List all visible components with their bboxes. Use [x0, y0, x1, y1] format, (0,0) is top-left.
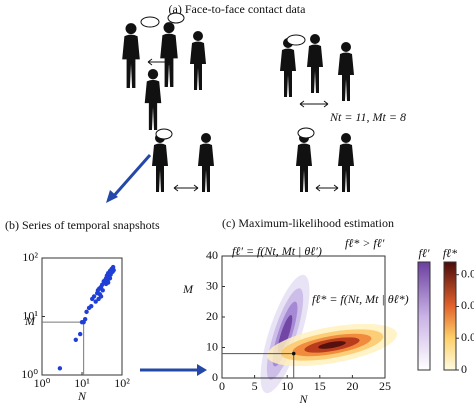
- panel-b: (b) Series of temporal snapshots 10⁰ 10¹ 10…: [5, 218, 160, 403]
- point: [73, 337, 79, 342]
- point: [100, 288, 105, 293]
- y-tick-label: 40: [206, 248, 218, 262]
- point: [111, 267, 116, 273]
- colorbar: [443, 261, 457, 371]
- x-axis-label: N: [298, 392, 308, 405]
- point: [105, 280, 111, 285]
- panel-title: (b) Series of temporal snapshots: [5, 218, 160, 232]
- point: [77, 331, 83, 337]
- y-tick-label: 20: [206, 309, 218, 323]
- x-tick-label: 5: [252, 379, 258, 393]
- x-axis-label: N: [77, 389, 87, 403]
- y-axis-label: M: [24, 314, 36, 328]
- x-tick-label: 20: [346, 379, 358, 393]
- point: [57, 366, 63, 371]
- x-tick-label: 0: [219, 379, 225, 393]
- x-tick-label: 10: [281, 379, 293, 393]
- panel-c: (c) Maximum-likelihood estimation 0 5 10 15 2…: [182, 216, 474, 405]
- point: [107, 276, 113, 281]
- colorbar-label: fℓ*: [443, 246, 457, 260]
- colorbar-label: fℓ′: [419, 246, 430, 260]
- formula: fℓ* = f(Nt, Mt | θℓ*): [312, 292, 409, 306]
- point: [93, 299, 98, 304]
- colorbar-tick-label: 0.0025: [461, 330, 474, 344]
- y-tick-label: 10²: [22, 250, 38, 264]
- arrow: [110, 154, 152, 199]
- x-tick-label: 25: [379, 379, 391, 393]
- colorbar-tick-label: 0.005: [461, 298, 474, 312]
- density-contour: [318, 341, 346, 349]
- y-axis-label: M: [182, 282, 194, 296]
- colorbar-tick-label: 0.0075: [461, 266, 474, 280]
- arrow-head: [106, 190, 118, 203]
- snapshot-counts: Nt = 11, Mt = 8: [329, 110, 406, 124]
- observed-point: [291, 351, 296, 356]
- panel-title: (c) Maximum-likelihood estimation: [222, 216, 394, 230]
- y-tick-label: 30: [206, 278, 218, 292]
- point: [91, 294, 97, 299]
- colorbar: [417, 261, 431, 371]
- panel-a-title: (a) Face-to-face contact data: [169, 2, 307, 16]
- arrow-head: [197, 364, 207, 376]
- x-tick-label: 10²: [114, 376, 130, 390]
- formula: fℓ′ = f(Nt, Mt | θℓ′): [232, 244, 322, 258]
- x-tick-label: 10¹: [74, 376, 90, 390]
- colorbar-tick-label: 0: [461, 362, 467, 376]
- x-tick-label: 15: [314, 379, 326, 393]
- y-tick-label: 10⁰: [21, 367, 38, 381]
- point: [84, 309, 89, 315]
- y-tick-label: 10¹: [22, 308, 38, 322]
- formula: fℓ* > fℓ′: [345, 236, 385, 250]
- x-tick-label: 10⁰: [34, 376, 51, 390]
- y-tick-label: 10: [206, 339, 218, 353]
- point: [82, 316, 88, 322]
- point: [89, 303, 94, 309]
- contact-groups: [122, 12, 354, 192]
- point: [96, 296, 101, 302]
- y-tick-label: 0: [212, 370, 218, 384]
